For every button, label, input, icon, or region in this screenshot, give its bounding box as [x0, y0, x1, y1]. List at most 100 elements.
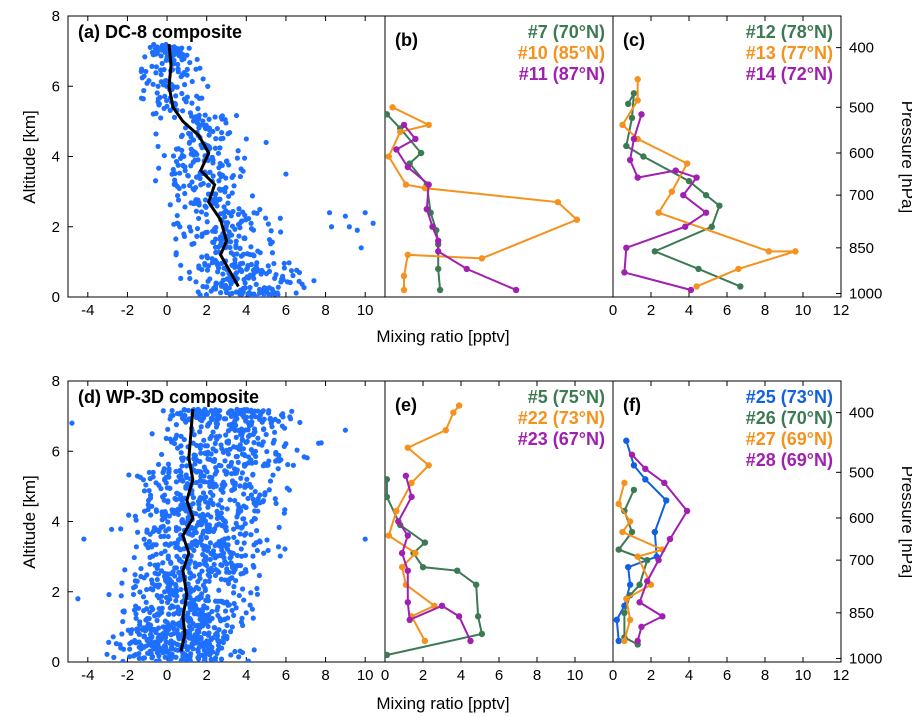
- scatter-point: [137, 589, 143, 595]
- scatter-point: [208, 433, 214, 439]
- scatter-point: [220, 489, 226, 495]
- scatter-point: [179, 463, 185, 469]
- scatter-point: [230, 590, 237, 596]
- scatter-point: [144, 80, 150, 86]
- scatter-point: [185, 628, 192, 635]
- scatter-point: [156, 653, 162, 659]
- profile-point: [625, 563, 632, 571]
- scatter-point: [206, 611, 212, 618]
- scatter-point: [280, 414, 286, 420]
- scatter-point: [247, 602, 253, 608]
- profile-point: [737, 283, 744, 290]
- scatter-point: [202, 203, 208, 209]
- scatter-point: [160, 560, 166, 566]
- profile-line: [625, 92, 741, 288]
- scatter-point: [186, 269, 192, 275]
- profile-point: [659, 613, 666, 620]
- profile-point: [478, 630, 486, 638]
- scatter-point: [191, 432, 197, 438]
- profile-point: [404, 251, 411, 259]
- scatter-point: [208, 497, 214, 503]
- scatter-point: [166, 542, 172, 548]
- scatter-point: [217, 171, 223, 177]
- scatter-point: [111, 654, 117, 660]
- pressure-tick-label: 400: [849, 405, 874, 422]
- scatter-point: [172, 435, 179, 441]
- profile-point: [640, 153, 647, 160]
- scatter-point: [162, 93, 168, 100]
- scatter-point: [216, 433, 223, 439]
- scatter-point: [146, 487, 152, 494]
- profile-point: [628, 451, 636, 458]
- profile-point: [473, 581, 480, 588]
- scatter-point: [178, 433, 184, 439]
- scatter-point: [202, 578, 208, 584]
- y-tick-label: 0: [52, 654, 60, 671]
- scatter-point: [221, 600, 227, 606]
- scatter-point: [231, 534, 237, 540]
- scatter-point: [241, 491, 247, 497]
- scatter-point: [239, 524, 245, 530]
- scatter-point: [165, 461, 172, 467]
- scatter-point: [158, 550, 164, 557]
- scatter-point: [225, 451, 231, 457]
- scatter-point: [162, 477, 168, 483]
- profile-point: [404, 532, 411, 539]
- scatter-point: [231, 183, 237, 189]
- profile-point: [668, 188, 676, 195]
- scatter-point: [282, 546, 288, 552]
- scatter-point: [221, 629, 227, 636]
- scatter-point: [230, 208, 236, 215]
- legend-entry: #12 (78°N): [746, 22, 833, 42]
- scatter-point: [198, 450, 204, 456]
- scatter-point: [188, 228, 194, 234]
- scatter-point: [224, 622, 230, 628]
- scatter-point: [165, 627, 172, 633]
- scatter-point: [242, 521, 248, 527]
- scatter-point: [140, 594, 147, 600]
- scatter-point: [190, 186, 196, 192]
- profile-point: [455, 613, 463, 620]
- profile-point: [634, 637, 641, 645]
- profile-line: [387, 106, 579, 290]
- scatter-point: [182, 190, 188, 197]
- scatter-point: [163, 57, 169, 63]
- scatter-point: [237, 245, 243, 251]
- scatter-point: [190, 494, 197, 501]
- scatter-point: [224, 636, 230, 642]
- panel-title-f: (f): [623, 395, 641, 415]
- x-tick-label: 0: [163, 667, 171, 684]
- scatter-point: [163, 631, 170, 637]
- scatter-point: [217, 145, 223, 151]
- scatter-point: [284, 279, 291, 285]
- scatter-point: [166, 526, 172, 532]
- scatter-point: [201, 495, 207, 501]
- scatter-point: [142, 54, 148, 60]
- scatter-point: [224, 440, 230, 446]
- scatter-point: [280, 273, 286, 279]
- scatter-point: [145, 497, 152, 504]
- scatter-point: [255, 267, 261, 274]
- scatter-point: [276, 524, 282, 530]
- scatter-point: [241, 235, 247, 241]
- scatter-point: [187, 275, 193, 282]
- x-tick-label: 8: [321, 302, 329, 319]
- pressure-tick-label: 1000: [849, 285, 882, 302]
- scatter-point: [192, 607, 199, 613]
- profile-point: [404, 567, 411, 574]
- scatter-point: [197, 429, 203, 435]
- scatter-point: [257, 539, 263, 545]
- scatter-point: [227, 129, 233, 136]
- scatter-point: [227, 239, 234, 245]
- scatter-point: [207, 573, 213, 580]
- scatter-point: [159, 517, 165, 523]
- scatter-point: [204, 548, 211, 554]
- profile-point: [450, 409, 457, 416]
- scatter-point: [104, 651, 110, 657]
- scatter-point: [205, 422, 211, 428]
- profile-point: [455, 402, 463, 409]
- scatter-point: [227, 275, 233, 281]
- scatter-point: [227, 497, 233, 503]
- scatter-point: [135, 626, 141, 632]
- scatter-point: [328, 224, 335, 230]
